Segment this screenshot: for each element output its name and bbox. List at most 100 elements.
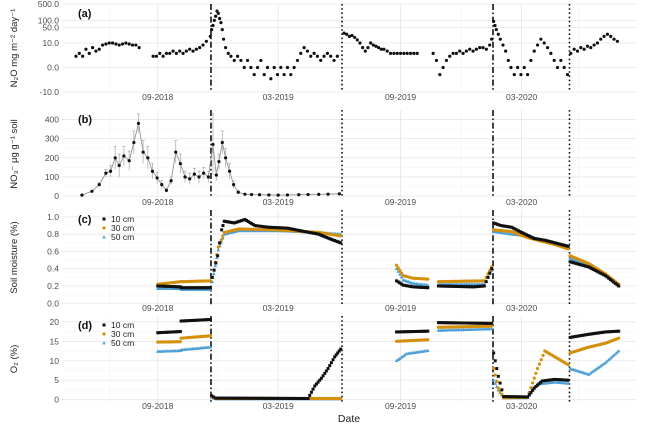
sensor-point-10cm — [568, 335, 572, 339]
sensor-point-10cm — [615, 283, 619, 287]
sensor-point-10cm — [603, 274, 607, 278]
sensor-point-10cm — [607, 276, 611, 280]
sensor-point-10cm — [505, 395, 509, 399]
sensor-point-10cm — [169, 330, 173, 334]
sensor-point-10cm — [305, 230, 309, 234]
sensor-point-10cm — [336, 240, 340, 244]
n2o-point — [519, 72, 523, 77]
sensor-point-50cm — [403, 353, 407, 357]
sensor-point-10cm — [195, 318, 199, 322]
nitrate-point — [90, 189, 94, 193]
sensor-point-10cm — [502, 395, 506, 399]
n2o-point — [468, 47, 472, 51]
sensor-point-10cm — [531, 236, 535, 240]
nitrate-point — [97, 183, 101, 187]
nitrate-point — [150, 169, 155, 173]
n2o-point — [415, 51, 419, 55]
sensor-point-10cm — [227, 396, 231, 400]
sensor-point-10cm — [184, 286, 188, 290]
sensor-point-10cm — [167, 330, 171, 334]
sensor-point-10cm — [583, 264, 587, 268]
sensor-point-10cm — [227, 220, 231, 224]
n2o-point — [252, 72, 256, 77]
sensor-point-10cm — [535, 383, 539, 387]
panel-label: (a) — [78, 8, 92, 20]
sensor-point-10cm — [162, 330, 166, 334]
sensor-point-10cm — [269, 225, 273, 229]
sensor-point-10cm — [480, 321, 484, 325]
n2o-point — [332, 58, 336, 63]
sensor-point-10cm — [495, 222, 499, 226]
n2o-point — [269, 77, 273, 81]
sensor-point-10cm — [485, 321, 489, 325]
sensor-point-10cm — [299, 229, 303, 233]
nitrate-point — [141, 150, 145, 154]
legend-key — [102, 217, 106, 221]
sensor-point-10cm — [475, 285, 479, 289]
sensor-point-50cm — [596, 365, 601, 369]
n2o-point — [392, 51, 396, 55]
sensor-point-10cm — [451, 321, 455, 325]
sensor-point-10cm — [536, 237, 540, 241]
n2o-point — [312, 51, 316, 55]
legend-key — [102, 235, 106, 239]
sensor-point-10cm — [175, 330, 179, 334]
sensor-point-50cm — [213, 263, 218, 268]
sensor-point-10cm — [486, 321, 490, 325]
sensor-point-10cm — [212, 268, 216, 272]
sensor-point-10cm — [555, 378, 559, 382]
y-tick-label: -10.0 — [40, 87, 60, 97]
sensor-point-10cm — [448, 321, 452, 325]
n2o-point — [114, 42, 118, 46]
sensor-point-10cm — [301, 396, 305, 400]
sensor-point-10cm — [275, 396, 279, 400]
sensor-point-10cm — [577, 334, 581, 338]
sensor-point-10cm — [585, 265, 589, 269]
sensor-point-50cm — [396, 269, 401, 273]
nitrate-point — [297, 193, 301, 197]
sensor-point-10cm — [405, 284, 409, 288]
sensor-point-10cm — [413, 285, 417, 289]
n2o-point — [235, 54, 240, 58]
y-tick-label: 15 — [50, 336, 60, 346]
sensor-point-10cm — [200, 318, 204, 322]
sensor-point-10cm — [177, 330, 181, 334]
sensor-point-10cm — [582, 333, 586, 337]
sensor-point-10cm — [263, 396, 267, 400]
sensor-point-10cm — [311, 387, 315, 391]
n2o-point — [569, 51, 573, 55]
n2o-point — [222, 37, 226, 41]
sensor-point-10cm — [551, 240, 555, 244]
nitrate-point — [178, 161, 182, 166]
n2o-point — [81, 54, 85, 58]
sensor-point-10cm — [238, 219, 242, 223]
legend-key — [102, 332, 106, 336]
y-tick-label: 0.4 — [47, 264, 59, 274]
sensor-point-50cm — [399, 275, 404, 279]
n2o-point — [506, 58, 510, 63]
sensor-point-10cm — [306, 230, 310, 234]
sensor-point-30cm — [495, 379, 499, 384]
sensor-point-10cm — [161, 330, 165, 334]
sensor-point-10cm — [414, 329, 418, 333]
sensor-point-10cm — [585, 333, 589, 337]
sensor-point-10cm — [542, 379, 546, 383]
n2o-point — [204, 39, 208, 43]
sensor-point-10cm — [339, 241, 343, 245]
sensor-point-10cm — [481, 321, 485, 325]
sensor-point-10cm — [215, 396, 219, 400]
sensor-point-10cm — [245, 219, 249, 223]
n2o-point — [494, 27, 498, 32]
sensor-point-10cm — [458, 285, 462, 289]
sensor-point-10cm — [534, 237, 538, 241]
sensor-point-10cm — [284, 226, 288, 230]
sensor-point-10cm — [613, 281, 617, 285]
sensor-point-10cm — [418, 285, 422, 289]
y-tick-label: 10.0 — [42, 38, 59, 48]
sensor-point-10cm — [162, 284, 166, 288]
sensor-point-10cm — [518, 230, 522, 234]
n2o-point — [289, 72, 293, 77]
nitrate-line — [81, 123, 340, 196]
x-axis-title: Date — [338, 413, 360, 425]
sensor-point-10cm — [597, 270, 601, 274]
